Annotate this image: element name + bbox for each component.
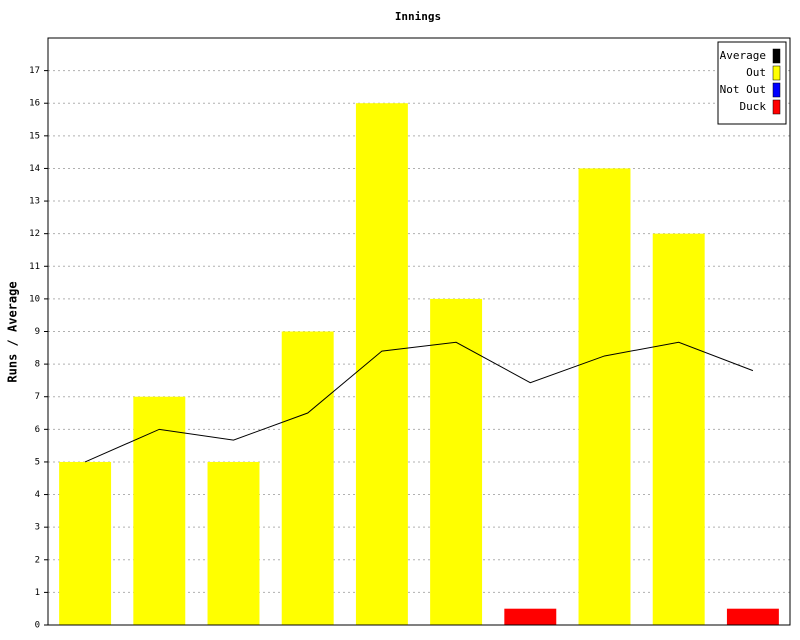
bar <box>207 461 260 625</box>
legend-swatch <box>772 65 781 81</box>
y-tick-label: 7 <box>35 392 40 402</box>
plot-frame <box>47 37 791 626</box>
legend-label: Duck <box>740 100 767 113</box>
bar <box>430 298 483 625</box>
legend-swatch <box>772 82 781 98</box>
bar <box>504 608 557 625</box>
bar <box>59 461 112 625</box>
bar <box>355 103 408 625</box>
legend-label: Out <box>746 66 766 79</box>
y-tick-label: 17 <box>29 66 40 76</box>
y-tick-label: 8 <box>35 360 40 370</box>
bar <box>652 233 705 625</box>
y-tick-label: 5 <box>35 457 40 467</box>
legend-label: Average <box>720 49 766 62</box>
legend-swatch <box>772 99 781 115</box>
y-axis-label: Runs / Average <box>6 281 20 382</box>
y-tick-label: 6 <box>35 425 40 435</box>
legend: Average Out Not Out Duck <box>717 41 787 125</box>
y-tick-label: 2 <box>35 555 40 565</box>
legend-label: Not Out <box>720 83 766 96</box>
y-tick-label: 16 <box>29 99 40 109</box>
y-tick-label: 3 <box>35 523 40 533</box>
y-tick-label: 14 <box>29 164 40 174</box>
y-tick-label: 11 <box>29 262 40 272</box>
bar <box>133 396 186 625</box>
y-tick-label: 0 <box>35 621 40 631</box>
y-tick-label: 1 <box>35 588 40 598</box>
bar <box>281 331 334 625</box>
chart-title: Innings <box>395 10 441 23</box>
legend-swatch <box>772 48 781 64</box>
average-line <box>84 341 754 463</box>
y-tick-label: 4 <box>35 490 40 500</box>
y-tick-label: 13 <box>29 197 40 207</box>
bar <box>726 608 779 625</box>
y-tick-label: 9 <box>35 327 40 337</box>
y-tick-label: 10 <box>29 294 40 304</box>
bar <box>578 168 631 625</box>
y-tick-label: 12 <box>29 229 40 239</box>
y-tick-label: 15 <box>29 131 40 141</box>
